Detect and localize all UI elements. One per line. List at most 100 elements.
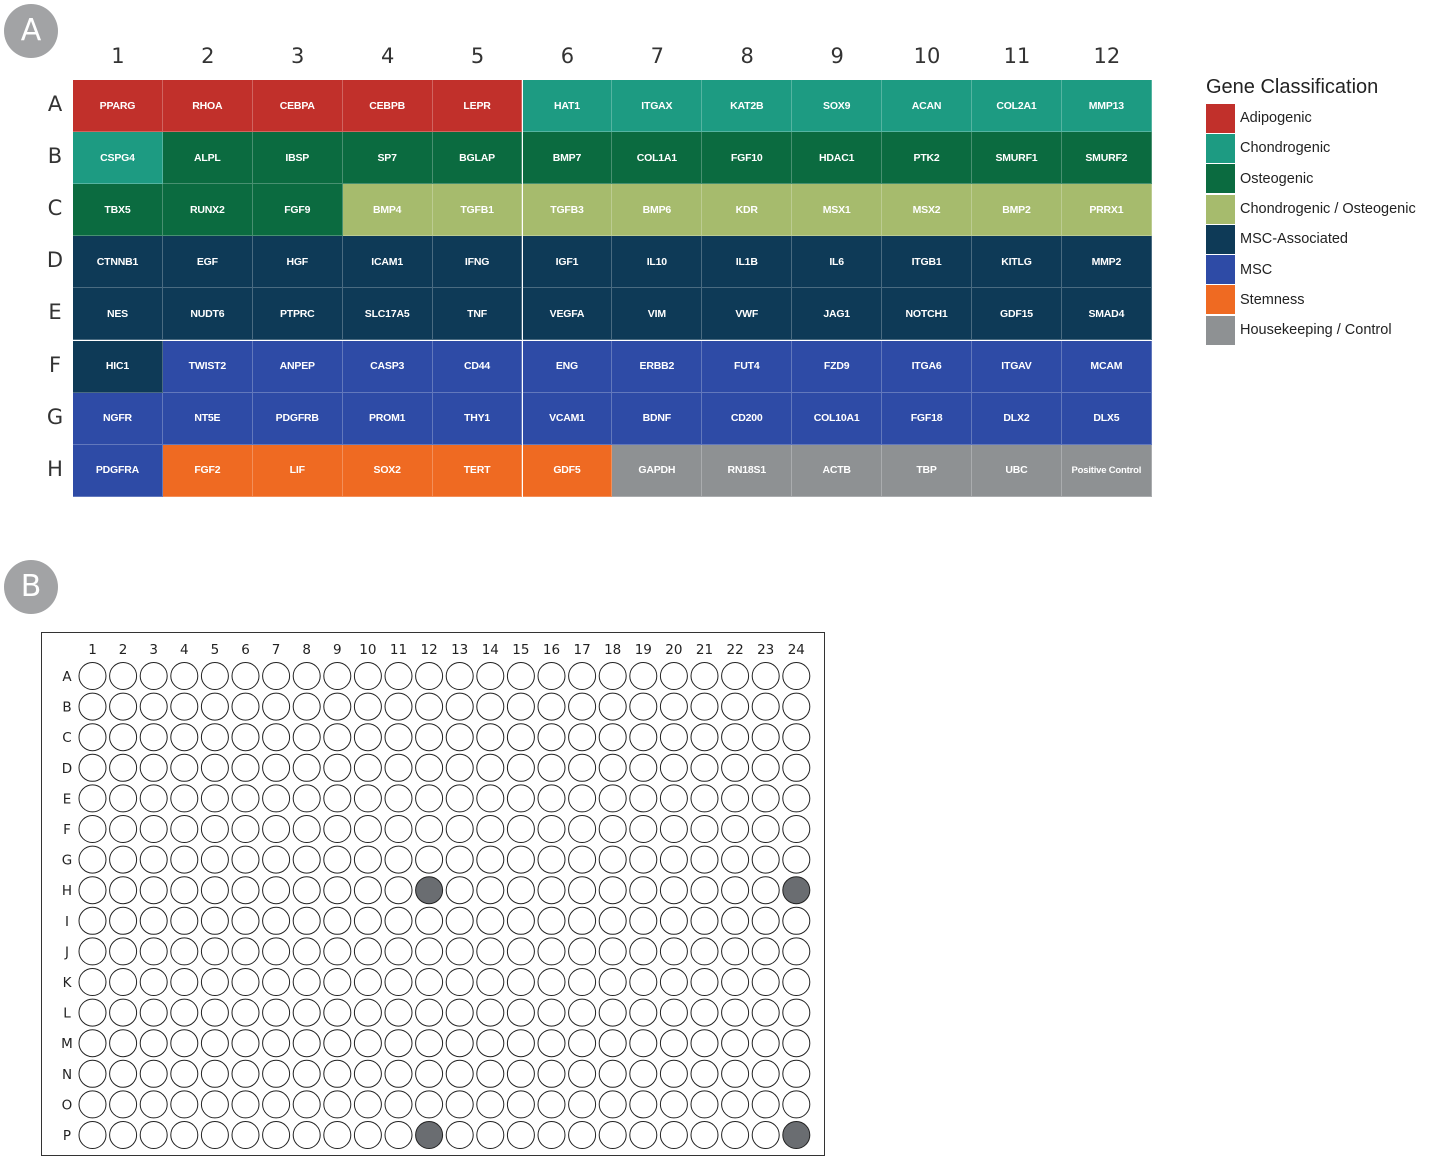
plate384-column-label: 6 <box>241 642 250 658</box>
gene-well: DLX5 <box>1061 392 1152 445</box>
plate384-well <box>629 1121 658 1149</box>
plate384-well <box>170 1121 199 1149</box>
gene-well: MSX2 <box>882 184 972 237</box>
plate384-well <box>690 692 719 721</box>
plate384-well <box>292 968 321 996</box>
gene-well: RN18S1 <box>702 444 793 497</box>
plate384-well <box>629 998 658 1027</box>
plate384-well <box>445 998 474 1027</box>
plate384-well <box>721 968 750 996</box>
plate384-well <box>659 723 688 752</box>
plate384-well <box>292 876 321 905</box>
plate384-column-label: 10 <box>359 642 376 658</box>
gene-well: ICAM1 <box>342 236 433 289</box>
plate96-column-label: 6 <box>560 44 575 68</box>
plate384-well <box>751 998 780 1027</box>
plate384-well <box>751 1090 780 1119</box>
plate384-row-label: J <box>64 944 69 960</box>
plate384-well <box>384 906 413 935</box>
plate384-well <box>445 1121 474 1149</box>
plate384-well <box>537 937 566 966</box>
gene-well: IFNG <box>432 236 523 289</box>
gene-well: SMAD4 <box>1061 288 1152 341</box>
plate384-column-label: 20 <box>665 642 682 658</box>
gene-well: TNF <box>432 288 523 341</box>
plate384-well <box>445 1029 474 1058</box>
plate384-well <box>659 1121 688 1149</box>
plate384-svg: 1 2 3 4 5 6 7 8 9 10 11 12 13 14 15 16 17 18 19 20 21 22 23 24A… <box>61 642 811 1149</box>
plate384-well <box>659 998 688 1027</box>
plate384-well <box>170 662 199 690</box>
plate384-well <box>476 723 505 752</box>
plate384-well <box>139 998 168 1027</box>
plate384-well <box>598 723 627 752</box>
plate384-well <box>139 1029 168 1058</box>
plate384-well <box>690 815 719 843</box>
plate384-well <box>109 1121 138 1149</box>
legend-item: Stemness <box>1206 285 1416 315</box>
plate384-well <box>506 998 535 1027</box>
plate384-well <box>231 845 260 874</box>
plate384-well <box>782 1029 811 1058</box>
plate384-well <box>200 692 229 721</box>
plate384-well <box>415 1090 444 1119</box>
plate384-column-label: 23 <box>757 642 774 658</box>
legend-label: Stemness <box>1240 291 1305 308</box>
plate384-well <box>78 723 107 752</box>
plate384-well <box>262 998 291 1027</box>
plate384-column-label: 22 <box>727 642 744 658</box>
plate384-well <box>537 753 566 782</box>
gene-well: MSX1 <box>792 184 883 237</box>
plate384-well-filled <box>415 876 444 905</box>
plate384-well <box>598 1029 627 1058</box>
plate384-well <box>78 1029 107 1058</box>
plate384-well <box>292 906 321 935</box>
plate384-well <box>292 1090 321 1119</box>
plate384-well <box>537 662 566 690</box>
plate384-well <box>170 937 199 966</box>
plate384-well <box>292 815 321 843</box>
gene-well: CEBPB <box>342 80 433 133</box>
plate384-well <box>751 1029 780 1058</box>
plate384-well <box>506 876 535 905</box>
legend-label: Osteogenic <box>1240 170 1314 187</box>
plate384-well <box>231 998 260 1027</box>
plate96-row-label: D <box>46 248 64 273</box>
plate384-well <box>323 1121 352 1149</box>
plate384-well <box>384 723 413 752</box>
plate384-well <box>476 937 505 966</box>
gene-well: JAG1 <box>792 288 883 341</box>
plate384-well <box>476 906 505 935</box>
gene-well: PRRX1 <box>1061 184 1152 237</box>
plate384-row-label: K <box>63 975 73 991</box>
plate384-well <box>323 998 352 1027</box>
plate384-well <box>659 845 688 874</box>
plate96-row-label: A <box>47 92 63 116</box>
plate384-well <box>109 998 138 1027</box>
plate384-well <box>506 784 535 813</box>
legend-item: Chondrogenic / Osteogenic <box>1206 194 1416 224</box>
gene-well: VWF <box>702 288 793 341</box>
plate384-well <box>629 815 658 843</box>
plate384-well <box>353 906 382 935</box>
plate384-well <box>506 692 535 721</box>
plate384-well <box>353 1090 382 1119</box>
plate384-well <box>568 1090 597 1119</box>
plate384-well <box>598 845 627 874</box>
plate384-well <box>476 1121 505 1149</box>
plate384-well <box>506 845 535 874</box>
plate384-column-label: 5 <box>211 642 220 658</box>
gene-well: LIF <box>252 444 343 497</box>
plate96-column-label: 1 <box>111 44 125 68</box>
plate384-well <box>690 998 719 1027</box>
plate384-row-label: F <box>63 822 71 838</box>
gene-well: ITGAX <box>612 80 703 133</box>
gene-well: ITGB1 <box>882 236 972 289</box>
plate384-well <box>200 723 229 752</box>
plate384-well <box>506 1059 535 1088</box>
gene-well: ACTB <box>792 444 883 497</box>
legend-swatch <box>1206 194 1235 224</box>
plate384-well <box>139 723 168 752</box>
plate384-column-label: 12 <box>421 642 438 658</box>
plate96-column-label: 2 <box>201 44 215 68</box>
